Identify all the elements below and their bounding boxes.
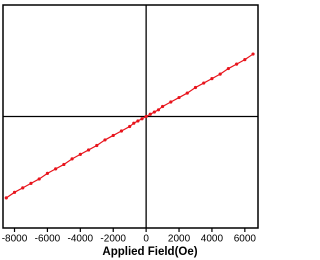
data-point xyxy=(140,117,144,121)
data-point xyxy=(4,196,8,200)
data-point xyxy=(70,157,74,161)
data-point xyxy=(152,110,156,114)
data-point xyxy=(12,190,17,194)
data-point xyxy=(45,171,50,175)
data-point xyxy=(86,148,91,152)
data-point xyxy=(243,58,247,62)
data-point xyxy=(21,186,25,190)
data-point xyxy=(29,181,33,185)
x-tick-label: 0 xyxy=(143,234,149,245)
x-tick-label: -2000 xyxy=(100,234,126,245)
data-point xyxy=(128,124,132,129)
data-point xyxy=(148,112,152,116)
data-point xyxy=(160,104,165,109)
data-point xyxy=(37,177,41,181)
data-point xyxy=(144,114,148,119)
chart: Applied Field(Oe) -8000 -6000 -4000 -2000 0 2… xyxy=(2,4,259,258)
data-point xyxy=(54,167,58,171)
data-point xyxy=(156,108,161,112)
data-point xyxy=(169,100,173,104)
data-point xyxy=(103,138,107,142)
data-point xyxy=(235,62,239,66)
data-point xyxy=(226,66,230,71)
data-point xyxy=(251,52,255,56)
data-point xyxy=(111,133,115,138)
data-point xyxy=(95,143,99,148)
x-tick-label: 2000 xyxy=(168,234,191,245)
data-point xyxy=(218,72,222,76)
data-point xyxy=(119,129,124,133)
data-point xyxy=(185,91,189,95)
data-point xyxy=(78,152,82,157)
data-point xyxy=(210,76,214,81)
data-point xyxy=(202,81,206,85)
x-tick-label: 6000 xyxy=(234,234,257,245)
x-tick-label: -6000 xyxy=(35,234,61,245)
data-point xyxy=(62,162,66,167)
data-point xyxy=(193,85,198,90)
data-point xyxy=(136,119,140,123)
x-tick-label: 4000 xyxy=(201,234,224,245)
data-point xyxy=(177,95,181,100)
x-tick-label: -4000 xyxy=(68,234,94,245)
x-tick-label: -8000 xyxy=(2,234,28,245)
data-point xyxy=(132,121,136,125)
x-axis-title: Applied Field(Oe) xyxy=(102,246,197,258)
